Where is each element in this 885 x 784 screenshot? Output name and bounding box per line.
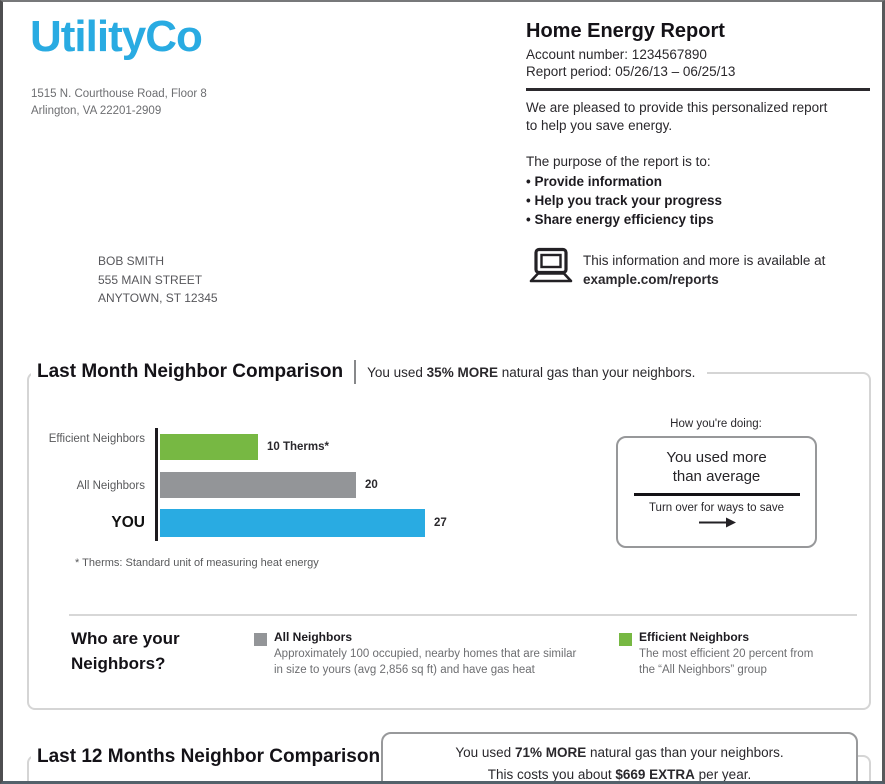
bar-value-label: 10 Therms* <box>267 441 330 453</box>
purpose-item: Provide information <box>526 172 722 191</box>
customer-name: BOB SMITH <box>98 254 165 268</box>
laptop-icon <box>529 247 573 285</box>
last-month-title: Last Month Neighbor Comparison <box>37 361 344 382</box>
report-period: Report period: 05/26/13 – 06/25/13 <box>526 64 736 79</box>
chart-bar-row: 10 Therms* <box>160 434 329 460</box>
bar-value-label: 20 <box>365 479 378 491</box>
last-month-subtitle: You used 35% MORE natural gas than your … <box>367 364 696 380</box>
header-divider <box>526 88 870 91</box>
efficient-neighbors-description: The most efficient 20 percent from the “… <box>639 648 814 676</box>
efficient-neighbors-legend-label: Efficient Neighbors <box>639 630 750 644</box>
all-neighbors-description: Approximately 100 occupied, nearby homes… <box>274 648 577 676</box>
who-are-your-neighbors-title: Who are your Neighbors? <box>71 629 180 673</box>
more-info-url: example.com/reports <box>583 272 719 287</box>
how-youre-doing-box: You used more than average Turn over for… <box>616 436 817 548</box>
last-month-section-header: Last Month Neighbor Comparison You used … <box>31 357 708 387</box>
company-address-line2: Arlington, VA 22201-2909 <box>31 105 162 117</box>
chart-category-you: YOU <box>111 514 145 531</box>
turn-over-note: Turn over for ways to save <box>648 502 785 514</box>
intro-paragraph: We are pleased to provide this personali… <box>526 99 827 134</box>
last-12-months-section-header: Last 12 Months Neighbor Comparison <box>31 742 393 772</box>
annual-cost-line: This costs you about $669 EXTRA per year… <box>487 767 752 782</box>
chart-bar-row: 27 <box>160 509 447 537</box>
verdict-divider <box>633 493 800 496</box>
chart-category-efficient-neighbors: Efficient Neighbors <box>48 433 145 445</box>
efficient-neighbors-bar <box>160 434 258 460</box>
all-neighbors-bar <box>160 472 356 498</box>
more-info-note: This information and more is available a… <box>583 251 825 289</box>
section-divider <box>69 614 857 616</box>
annual-comparison-callout: You used 71% MORE natural gas than your … <box>381 732 858 782</box>
more-info-text: This information and more is available a… <box>583 253 826 268</box>
intro-line2: to help you save energy. <box>526 117 673 133</box>
purpose-title: The purpose of the report is to: <box>526 154 711 169</box>
annual-usage-line: You used 71% MORE natural gas than your … <box>455 745 784 760</box>
chart-bar-row: 20 <box>160 472 378 498</box>
chart-category-all-neighbors: All Neighbors <box>76 480 145 492</box>
usage-verdict: You used more than average <box>666 449 767 485</box>
header-separator <box>354 360 357 384</box>
customer-street: 555 MAIN STREET <box>98 272 203 287</box>
report-title: Home Energy Report <box>526 20 725 42</box>
intro-line1: We are pleased to provide this personali… <box>526 100 828 115</box>
company-address: 1515 N. Courthouse Road, Floor 8 Arlingt… <box>31 86 207 120</box>
purpose-item: Share energy efficiency tips <box>526 210 722 229</box>
all-neighbors-swatch-icon <box>254 633 267 646</box>
how-youre-doing-label: How you're doing: <box>670 418 762 430</box>
utilityco-logo: UtilityCo <box>30 12 203 61</box>
account-number: Account number: 1234567890 <box>526 47 707 62</box>
efficient-neighbors-swatch-icon <box>619 633 632 646</box>
you-bar <box>160 509 425 537</box>
bar-value-label: 27 <box>434 517 447 529</box>
company-address-line1: 1515 N. Courthouse Road, Floor 8 <box>31 88 207 100</box>
customer-address-block: BOB SMITH 555 MAIN STREET ANYTOWN, ST 12… <box>98 252 218 308</box>
purpose-list: Provide information Help you track your … <box>526 172 722 229</box>
all-neighbors-legend-label: All Neighbors <box>274 630 353 644</box>
purpose-item: Help you track your progress <box>526 191 722 210</box>
last-12-months-title: Last 12 Months Neighbor Comparison <box>37 746 381 767</box>
chart-axis <box>155 428 158 541</box>
right-arrow-icon <box>618 516 815 529</box>
therms-footnote: * Therms: Standard unit of measuring hea… <box>75 557 319 569</box>
customer-city: ANYTOWN, ST 12345 <box>98 291 218 305</box>
